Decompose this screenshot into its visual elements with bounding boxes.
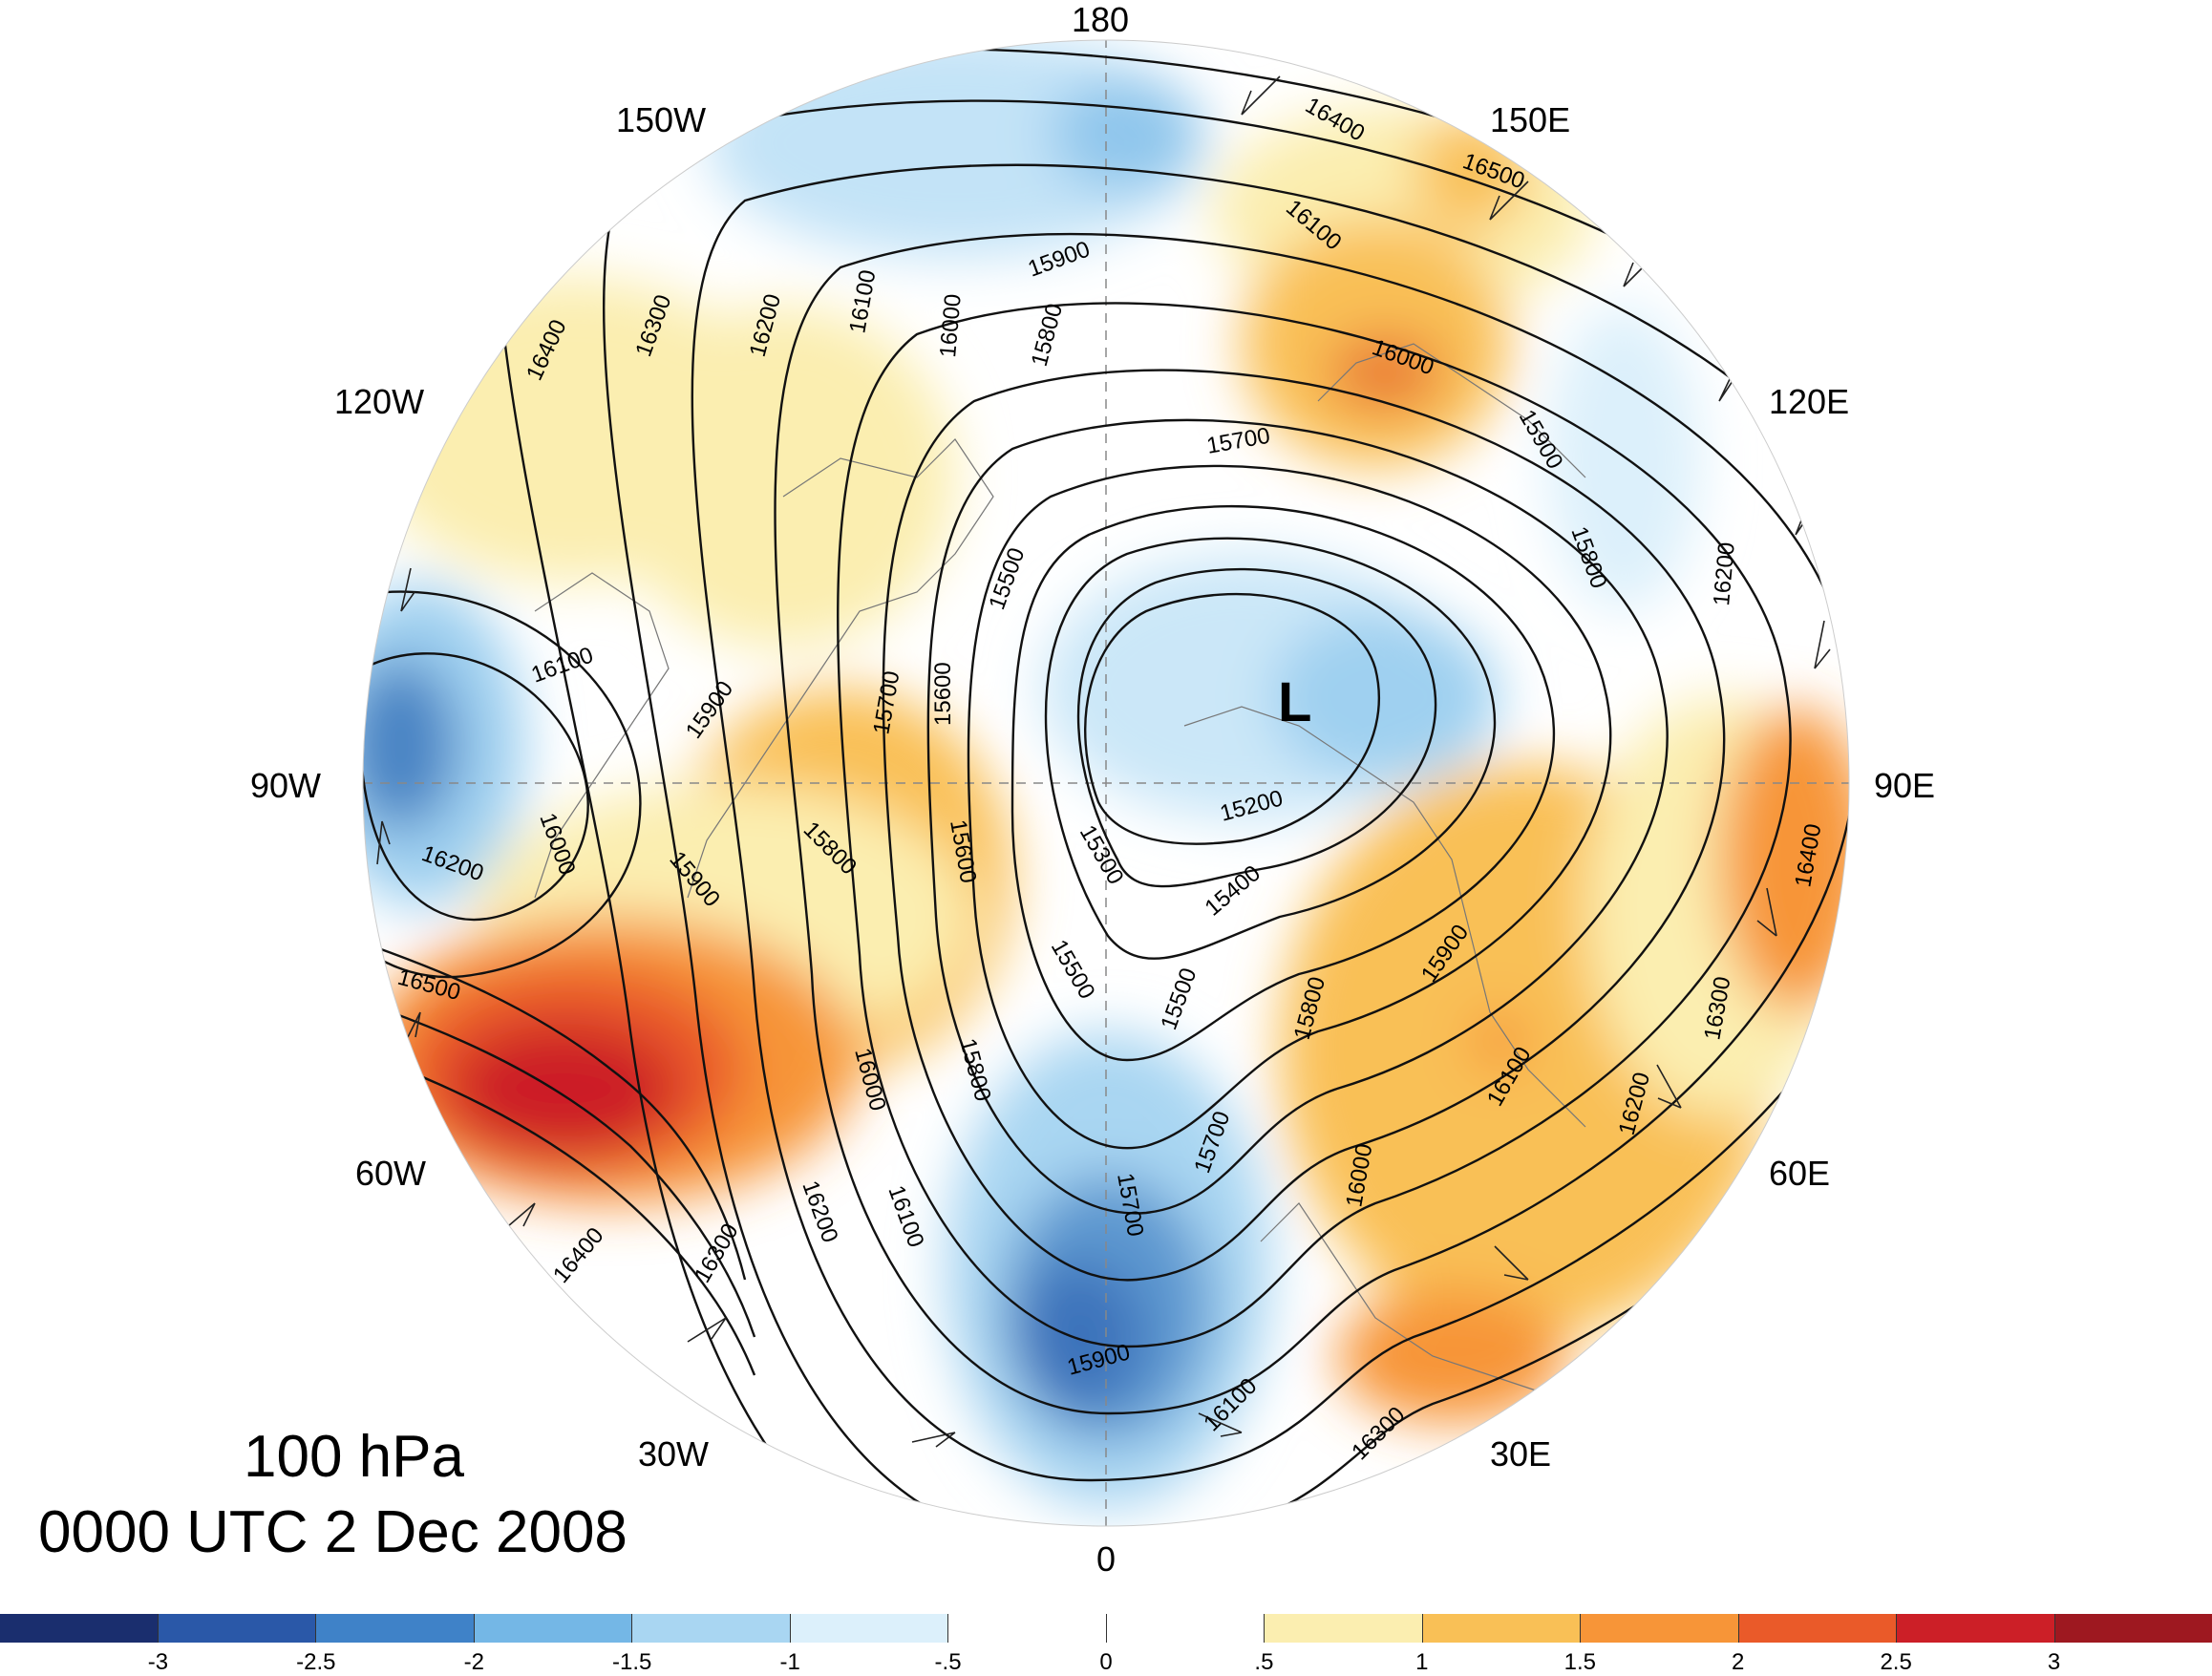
lon-label-150e: 150E bbox=[1490, 100, 1570, 140]
lon-label-180: 180 bbox=[1072, 0, 1129, 40]
lon-label-60w: 60W bbox=[355, 1154, 426, 1194]
colorbar-segment bbox=[632, 1614, 791, 1643]
colorbar-tick-label: -1.5 bbox=[612, 1649, 651, 1676]
pressure-level-label: 100 hPa bbox=[244, 1428, 464, 1487]
colorbar-segment bbox=[475, 1614, 633, 1643]
lon-label-90w: 90W bbox=[250, 766, 321, 806]
colorbar-segment bbox=[1581, 1614, 1739, 1643]
colorbar-segment bbox=[1739, 1614, 1898, 1643]
lon-label-120w: 120W bbox=[334, 382, 424, 422]
colorbar-segment bbox=[791, 1614, 949, 1643]
colorbar-segment bbox=[2055, 1614, 2212, 1643]
colorbar-tick-label: .5 bbox=[1254, 1649, 1273, 1676]
colorbar-tick-label: 0 bbox=[1099, 1649, 1112, 1676]
colorbar-tick-label: 2 bbox=[1732, 1649, 1744, 1676]
colorbar-tick-label: 3 bbox=[2048, 1649, 2060, 1676]
lon-label-30w: 30W bbox=[638, 1434, 709, 1474]
colorbar-tick-label: -2.5 bbox=[296, 1649, 335, 1676]
lon-label-60e: 60E bbox=[1769, 1154, 1830, 1194]
lon-label-30e: 30E bbox=[1490, 1434, 1551, 1474]
colorbar-segment bbox=[159, 1614, 317, 1643]
colorbar-tick-label: -3 bbox=[148, 1649, 168, 1676]
colorbar-tick-label: 1.5 bbox=[1564, 1649, 1596, 1676]
colorbar-segment bbox=[1423, 1614, 1582, 1643]
colorbar-segment bbox=[948, 1614, 1107, 1643]
colorbar-tick-label: 2.5 bbox=[1880, 1649, 1911, 1676]
colorbar-tick-label: 1 bbox=[1415, 1649, 1428, 1676]
valid-time-label: 0000 UTC 2 Dec 2008 bbox=[38, 1503, 627, 1562]
colorbar-segment bbox=[1265, 1614, 1423, 1643]
colorbar-segment bbox=[1107, 1614, 1266, 1643]
colorbar-tick-label: -2 bbox=[464, 1649, 484, 1676]
colorbar-tick-label: -1 bbox=[779, 1649, 799, 1676]
low-pressure-marker: L bbox=[1278, 671, 1311, 733]
colorbar bbox=[0, 1614, 2212, 1643]
contour-label: 15600 bbox=[930, 662, 956, 726]
colorbar-segment bbox=[1897, 1614, 2055, 1643]
colorbar-segment bbox=[316, 1614, 475, 1643]
colorbar-tick-label: -.5 bbox=[935, 1649, 962, 1676]
lon-label-150w: 150W bbox=[616, 100, 706, 140]
lon-label-90e: 90E bbox=[1874, 766, 1935, 806]
lon-label-120e: 120E bbox=[1769, 382, 1849, 422]
colorbar-segment bbox=[0, 1614, 159, 1643]
lon-label-0: 0 bbox=[1096, 1539, 1116, 1580]
